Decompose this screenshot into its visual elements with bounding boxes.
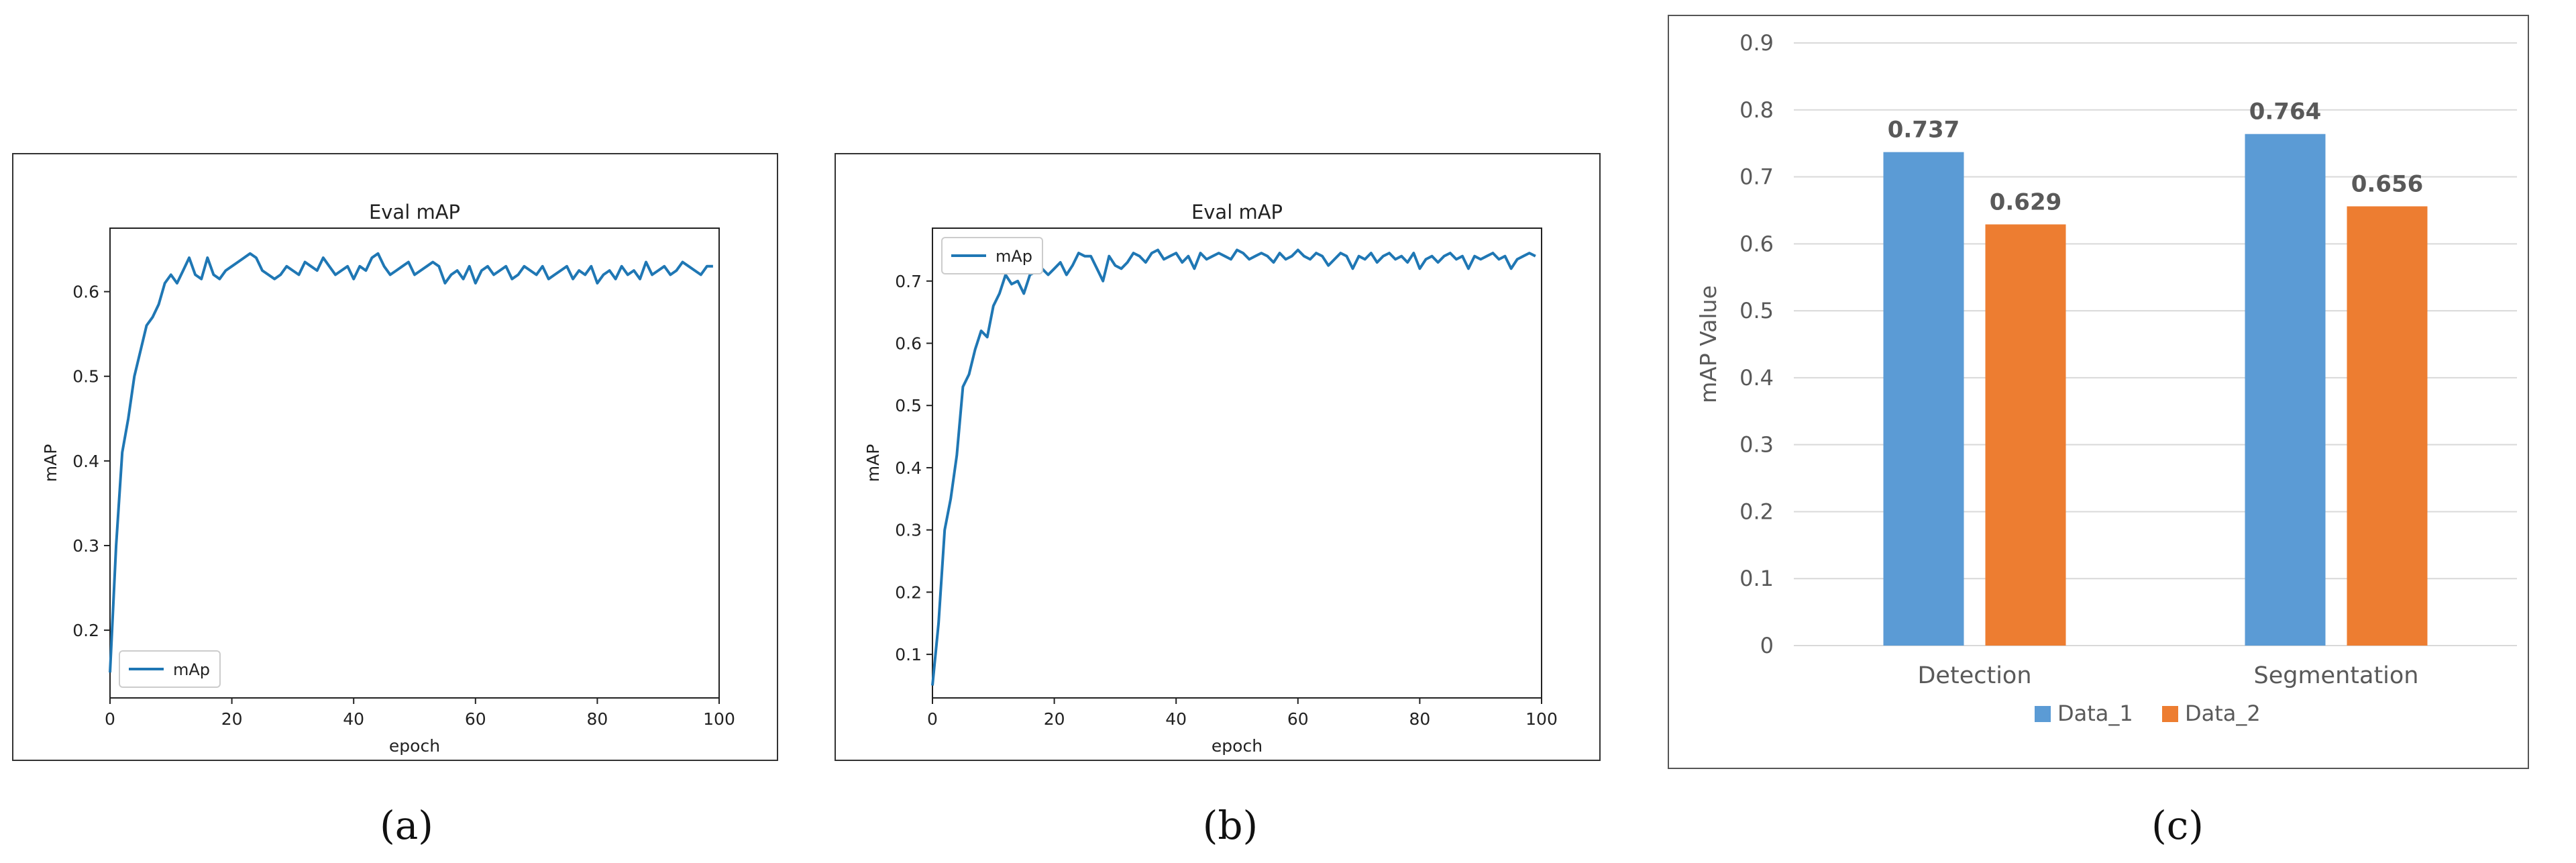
chart-panel-a: 0 20 40 60 80 100 0.2 0.3 0.4 0.5 0.6 Eval mAP epoch… bbox=[12, 153, 778, 761]
data-label: 0.737 bbox=[1888, 117, 1960, 144]
x-axis-label: epoch bbox=[389, 736, 440, 756]
bar-Data_2-Detection bbox=[1985, 224, 2066, 646]
y-tick-label: 0.4 bbox=[895, 458, 922, 478]
y-tick-label: 0.6 bbox=[1739, 231, 1774, 256]
category-label: Detection bbox=[1917, 662, 2031, 689]
x-tick-label: 40 bbox=[1165, 709, 1187, 729]
y-tick-label: 0.3 bbox=[1739, 432, 1774, 458]
legend-label: mAp bbox=[173, 660, 210, 679]
y-axis-label: mAP bbox=[41, 444, 60, 483]
plot-frame bbox=[109, 227, 720, 699]
bar-Data_1-Detection bbox=[1883, 152, 1964, 646]
data-label: 0.764 bbox=[2249, 99, 2322, 125]
y-tick-label: 0.5 bbox=[72, 367, 99, 387]
y-tick-label: 0.8 bbox=[1739, 97, 1774, 123]
y-tick-label: 0.6 bbox=[72, 283, 99, 302]
y-tick-label: 0.2 bbox=[72, 621, 99, 640]
y-tick-label: 0.1 bbox=[895, 645, 922, 664]
legend-label: Data_2 bbox=[2185, 701, 2261, 726]
legend-swatch bbox=[2162, 706, 2178, 722]
x-tick-label: 20 bbox=[1044, 709, 1065, 729]
bar-Data_1-Segmentation bbox=[2245, 134, 2326, 646]
y-tick-label: 0.3 bbox=[895, 521, 922, 540]
y-tick-label: 0.5 bbox=[1739, 298, 1774, 323]
x-tick-label: 0 bbox=[105, 709, 115, 729]
chart-title: Eval mAP bbox=[1191, 201, 1283, 223]
y-tick-label: 0.4 bbox=[72, 452, 99, 471]
x-tick-label: 60 bbox=[465, 709, 486, 729]
legend-swatch bbox=[2035, 706, 2051, 722]
y-tick-label: 0.6 bbox=[895, 334, 922, 354]
y-axis-label: mAP Value bbox=[1695, 285, 1721, 403]
eval-map-line-chart-b: 0 20 40 60 80 100 0.1 0.2 0.3 0.4 0.5 0.6 0.7 Eval mA… bbox=[863, 201, 1558, 756]
chart-title: Eval mAP bbox=[369, 201, 460, 223]
legend-label: Data_1 bbox=[2057, 701, 2133, 726]
y-tick-label: 0.7 bbox=[1739, 164, 1774, 190]
x-tick-label: 80 bbox=[586, 709, 608, 729]
x-tick-label: 100 bbox=[1525, 709, 1558, 729]
y-tick-label: 0 bbox=[1760, 633, 1774, 658]
chart-panel-b: 0 20 40 60 80 100 0.1 0.2 0.3 0.4 0.5 0.6 0.7 Eval mA… bbox=[835, 153, 1601, 761]
chart-panel-c: 0 0.1 0.2 0.3 0.4 0.5 0.6 0.7 0.8 0.9 mAP Value Det… bbox=[1668, 15, 2529, 769]
x-tick-label: 100 bbox=[703, 709, 735, 729]
series-line-mAp bbox=[109, 252, 713, 673]
category-label: Segmentation bbox=[2254, 662, 2419, 689]
x-tick-label: 80 bbox=[1409, 709, 1430, 729]
legend-box bbox=[119, 650, 221, 688]
legend-box bbox=[941, 237, 1043, 274]
x-axis-label: epoch bbox=[1212, 736, 1263, 756]
series-line-mAp bbox=[931, 248, 1536, 686]
y-tick-label: 0.4 bbox=[1739, 365, 1774, 391]
x-tick-label: 40 bbox=[343, 709, 364, 729]
bar-Data_2-Segmentation bbox=[2347, 206, 2428, 646]
y-tick-label: 0.7 bbox=[895, 272, 922, 291]
caption-c: (c) bbox=[2151, 803, 2204, 848]
x-tick-label: 60 bbox=[1287, 709, 1309, 729]
y-tick-label: 0.2 bbox=[1739, 499, 1774, 524]
y-tick-label: 0.3 bbox=[72, 536, 99, 556]
eval-map-line-chart-a: 0 20 40 60 80 100 0.2 0.3 0.4 0.5 0.6 Eval mAP epoch… bbox=[41, 201, 735, 756]
data-label: 0.629 bbox=[1990, 189, 2062, 215]
x-tick-label: 20 bbox=[221, 709, 243, 729]
y-tick-label: 0.2 bbox=[895, 582, 922, 602]
y-tick-label: 0.9 bbox=[1739, 30, 1774, 56]
map-value-bar-chart: 0 0.1 0.2 0.3 0.4 0.5 0.6 0.7 0.8 0.9 mAP Value Det… bbox=[1695, 30, 2517, 726]
legend-label: mAp bbox=[996, 247, 1032, 266]
y-tick-label: 0.1 bbox=[1739, 566, 1774, 591]
plot-frame bbox=[932, 227, 1542, 699]
y-tick-label: 0.5 bbox=[895, 396, 922, 415]
caption-b: (b) bbox=[1202, 803, 1258, 848]
x-tick-label: 0 bbox=[927, 709, 938, 729]
caption-a: (a) bbox=[380, 803, 433, 848]
data-label: 0.656 bbox=[2351, 170, 2424, 197]
y-axis-label: mAP bbox=[863, 444, 883, 483]
